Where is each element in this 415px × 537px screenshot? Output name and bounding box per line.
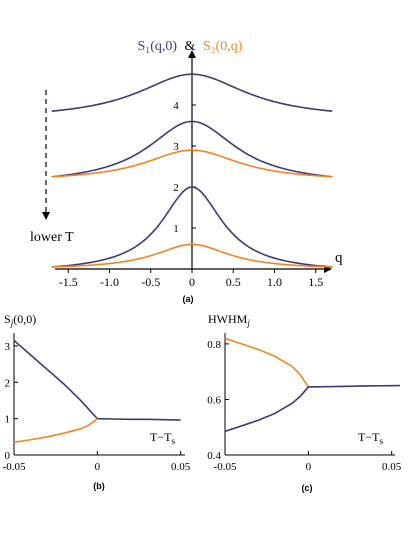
panel-c-x-ticks: -0.05 0 0.05 (214, 451, 402, 473)
panel-c-y-tick-label: 0.6 (207, 394, 221, 406)
panel-c-y-ticks: 0.4 0.6 0.8 (207, 339, 229, 462)
panel-c-y-tick-label: 0.4 (207, 450, 221, 462)
panel-b-label: (b) (93, 481, 105, 491)
panel-a-title: S₁(q,0) & S₂(0,q) (138, 39, 243, 54)
panel-a-series-line-4 (51, 186, 333, 268)
panel-a-series-line-5 (51, 243, 333, 268)
panel-b-series (13, 339, 181, 444)
panel-c-x-tick-label: -0.05 (214, 461, 237, 473)
panel-a-title-s1: S₁(q,0) (138, 39, 178, 54)
panel-c-series (224, 337, 401, 433)
panel-a-y-tick-label: 2 (173, 182, 179, 194)
panel-a-x-tick-label: -1.0 (100, 275, 119, 289)
panel-a-x-tick-label: 0.5 (226, 275, 241, 289)
panel-a-x-tick-label: 1.0 (267, 275, 282, 289)
panel-a-y-tick-label: 4 (173, 100, 179, 112)
panel-b-series-line-1 (13, 339, 181, 421)
panel-b-x-tick-label: 0 (95, 461, 101, 473)
panel-a-title-amp: & (185, 39, 196, 54)
panel-a-x-tick-label: -1.5 (59, 275, 78, 289)
panel-b-x-tick-label: -0.05 (3, 461, 26, 473)
panel-b-y-label: Sj(0,0) (4, 312, 36, 328)
panel-b-x-tick-label: 0.05 (171, 461, 191, 473)
panel-b-y-tick-label: 1 (5, 414, 11, 426)
panel-b-x-ticks: -0.05 0 0.05 (3, 451, 191, 473)
panel-c-series-line-1 (224, 337, 309, 388)
panel-a-series (51, 73, 333, 268)
panel-c-x-label: T−Ts (358, 430, 383, 446)
panel-a-x-label: q (335, 250, 343, 266)
panel-a-title-s2: S₂(0,q) (203, 39, 243, 54)
lower-t-label: lower T (30, 230, 74, 245)
panel-a-label: (a) (183, 294, 194, 304)
panel-c-y-tick-label: 0.8 (207, 339, 221, 351)
panel-a-x-tick-label: 0 (189, 275, 195, 289)
panel-a: S₁(q,0) & S₂(0,q) q -1.5 -1.0 -0.5 0 0.5 1.0 1… (30, 39, 343, 304)
panel-a-y-tick-label: 3 (173, 141, 179, 153)
panel-c-x-tick-label: 0 (306, 461, 312, 473)
panel-b-y-tick-label: 2 (5, 377, 11, 389)
panel-a-series-line-2 (51, 120, 333, 178)
panel-b-x-label: T−Ts (150, 430, 175, 446)
panel-c: HWHMj -0.05 0 0.05 0.4 0.6 0.8 T−Ts (c) (207, 312, 402, 493)
panel-c-label: (c) (302, 483, 313, 493)
panel-a-y-tick-label: 1 (173, 223, 179, 235)
panel-b-y-tick-label: 0 (5, 450, 11, 462)
panel-b-y-tick-label: 3 (5, 341, 11, 353)
panel-a-series-line-3 (51, 149, 333, 178)
panel-c-x-tick-label: 0.05 (382, 461, 402, 473)
panel-a-x-ticks: -1.5 -1.0 -0.5 0 0.5 1.0 1.5 (59, 269, 323, 289)
panel-a-x-tick-label: -0.5 (141, 275, 160, 289)
panel-a-x-tick-label: 1.5 (308, 275, 323, 289)
panel-c-y-label: HWHMj (208, 312, 250, 328)
panel-a-series-line-1 (51, 73, 333, 112)
panel-c-series-line-2 (224, 384, 401, 433)
panel-b-y-ticks: 0 1 2 3 (5, 341, 18, 462)
panel-b-series-line-2 (13, 418, 98, 444)
